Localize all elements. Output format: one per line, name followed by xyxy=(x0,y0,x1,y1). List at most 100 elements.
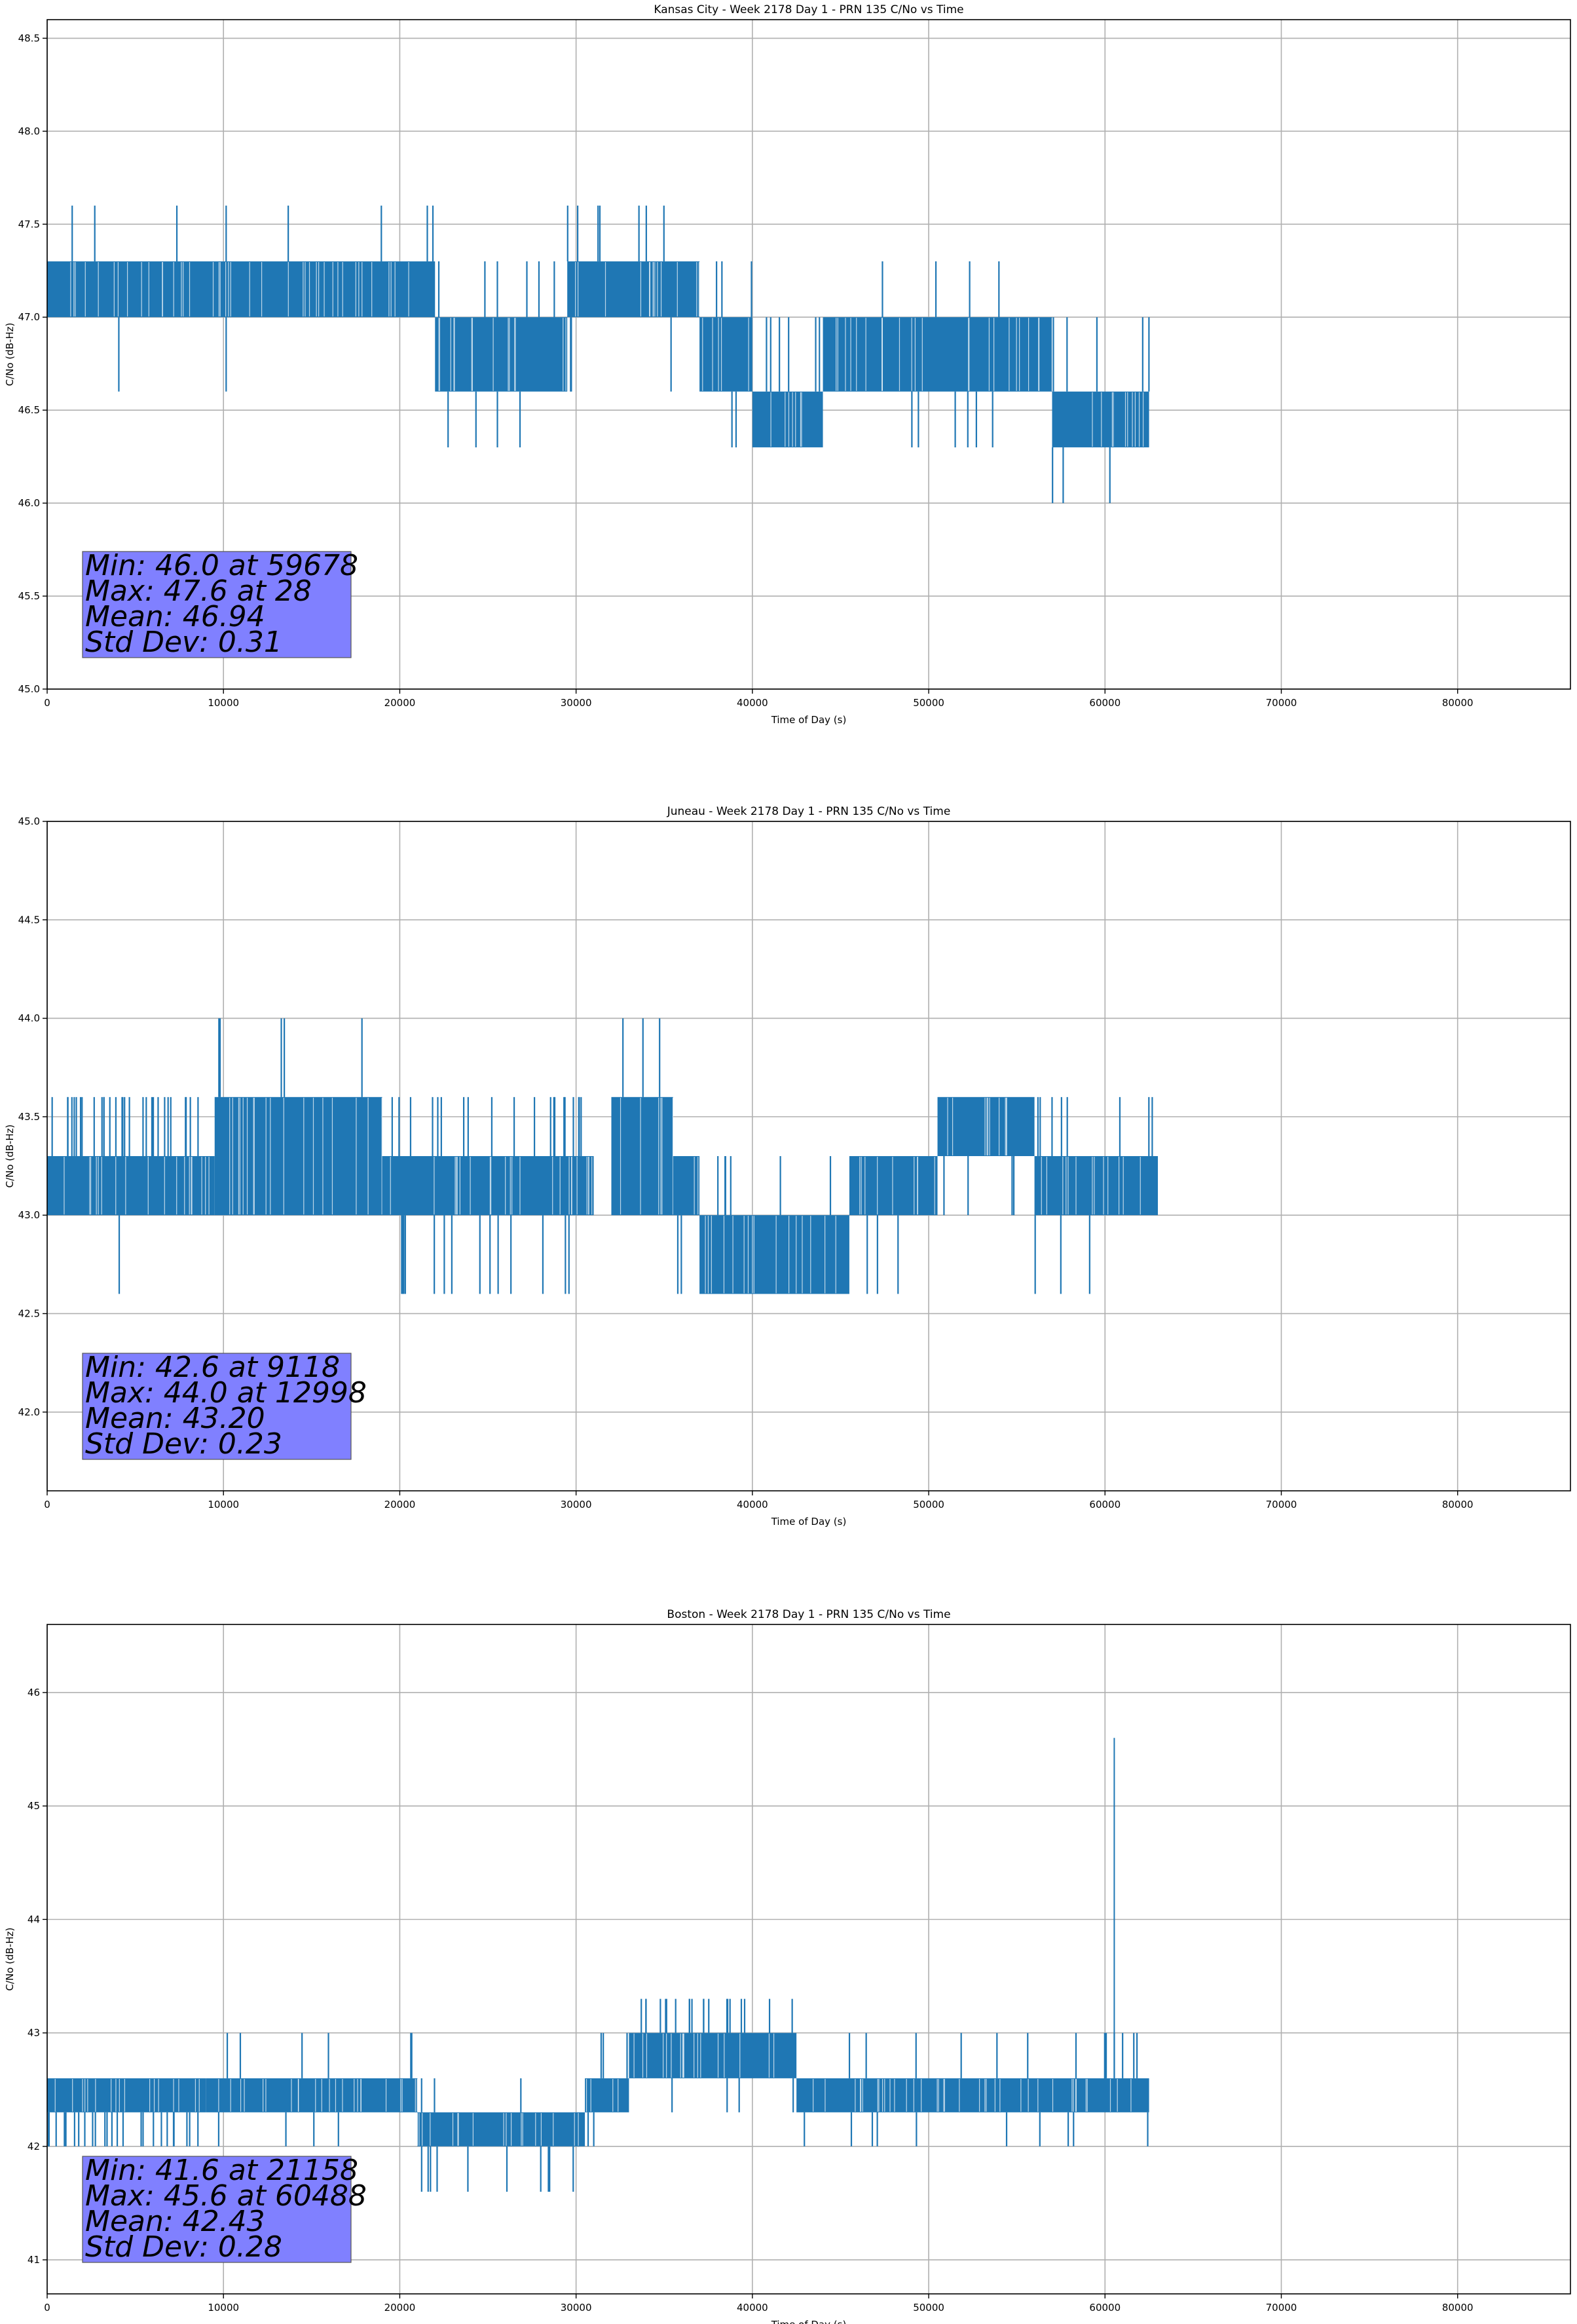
stats-line: Max: 47.6 at 28 xyxy=(85,574,312,608)
x-tick-label: 30000 xyxy=(561,1499,592,1510)
y-axis-label: C/No (dB-Hz) xyxy=(4,1125,16,1188)
x-axis: 0 10000 20000 30000 40000 50000 60000 70000 8000… xyxy=(44,689,1474,709)
x-tick-label: 50000 xyxy=(913,697,944,709)
grid xyxy=(46,1624,1570,2294)
x-tick-label: 0 xyxy=(44,1499,50,1510)
y-axis-label: C/No (dB-Hz) xyxy=(4,1928,16,1991)
stats-line: Min: 46.0 at 59678 xyxy=(85,549,358,582)
data-band xyxy=(849,1156,938,1216)
y-tick-label: 48.5 xyxy=(18,32,40,44)
stats-line: Max: 45.6 at 60488 xyxy=(85,2179,367,2213)
y-tick-label: 43 xyxy=(28,2027,40,2039)
x-tick-label: 10000 xyxy=(208,2302,239,2314)
x-tick-label: 50000 xyxy=(913,2302,944,2314)
stats-line: Mean: 43.20 xyxy=(85,1402,265,1435)
x-tick-label: 40000 xyxy=(737,697,768,709)
y-tick-label: 46 xyxy=(28,1687,40,1698)
y-tick-label: 42.5 xyxy=(18,1307,40,1319)
x-tick-label: 60000 xyxy=(1089,697,1121,709)
axes-frame xyxy=(46,19,1571,690)
x-tick-label: 80000 xyxy=(1442,1499,1474,1510)
data-series xyxy=(47,205,1150,504)
stats-box xyxy=(82,2156,352,2263)
y-tick-label: 42 xyxy=(28,2141,40,2152)
x-tick-label: 40000 xyxy=(737,1499,768,1510)
data-band xyxy=(673,1156,700,1216)
stats-line: Min: 41.6 at 21158 xyxy=(85,2154,358,2187)
data-band xyxy=(752,391,823,447)
data-band xyxy=(47,261,436,318)
y-axis: 41 42 43 44 45 46 xyxy=(28,1687,47,2266)
x-tick-label: 40000 xyxy=(737,2302,768,2314)
data-band xyxy=(1034,1156,1159,1216)
chart-title: Kansas City - Week 2178 Day 1 - PRN 135 … xyxy=(654,3,963,16)
y-tick-label: 44.0 xyxy=(18,1013,40,1024)
data-band xyxy=(206,2078,418,2112)
chart-svg: Boston - Week 2178 Day 1 - PRN 135 C/No … xyxy=(4,1608,1571,2324)
stats-line: Min: 42.6 at 9118 xyxy=(85,1351,340,1384)
data-band xyxy=(611,1096,673,1216)
data-band xyxy=(1113,1738,1115,2078)
data-series xyxy=(47,1018,1159,1294)
x-tick-label: 80000 xyxy=(1442,2302,1474,2314)
x-tick-label: 0 xyxy=(44,697,50,709)
data-band xyxy=(567,261,700,318)
chart-panel-2: Juneau - Week 2178 Day 1 - PRN 135 C/No … xyxy=(0,804,1577,1527)
y-tick-label: 45 xyxy=(28,1800,40,1812)
x-tick-label: 60000 xyxy=(1089,2302,1121,2314)
chart-panel-3: Boston - Week 2178 Day 1 - PRN 135 C/No … xyxy=(0,1607,1577,2324)
x-tick-label: 0 xyxy=(44,2302,50,2314)
stats-line: Std Dev: 0.23 xyxy=(85,1427,282,1461)
data-band xyxy=(699,317,752,392)
y-tick-label: 45.0 xyxy=(18,815,40,827)
data-band xyxy=(823,317,1052,392)
x-tick-label: 70000 xyxy=(1266,1499,1297,1510)
x-axis-label: Time of Day (s) xyxy=(771,714,847,726)
x-tick-label: 80000 xyxy=(1442,697,1474,709)
chart-title: Boston - Week 2178 Day 1 - PRN 135 C/No … xyxy=(667,1608,950,1621)
data-band xyxy=(1052,391,1149,447)
data-band xyxy=(937,1096,1035,1156)
y-axis: 45.0 45.5 46.0 46.5 47.0 47.5 48.0 48.5 xyxy=(18,32,47,695)
y-tick-label: 45.5 xyxy=(18,590,40,602)
axes-frame xyxy=(46,821,1571,1491)
y-axis: 42.0 42.5 43.0 43.5 44.0 44.5 45.0 xyxy=(18,815,47,1418)
x-axis: 0 10000 20000 30000 40000 50000 60000 70000 8000… xyxy=(44,1491,1474,1510)
x-axis-label: Time of Day (s) xyxy=(771,2319,847,2324)
x-tick-label: 10000 xyxy=(208,697,239,709)
x-tick-label: 20000 xyxy=(384,697,416,709)
axes-frame xyxy=(46,1624,1571,2295)
stats-box xyxy=(82,1353,352,1460)
data-series xyxy=(47,1738,1149,2192)
stats-line: Mean: 46.94 xyxy=(85,600,265,633)
data-band xyxy=(417,2112,585,2146)
chart-title: Juneau - Week 2178 Day 1 - PRN 135 C/No … xyxy=(667,805,951,818)
chart-svg: Juneau - Week 2178 Day 1 - PRN 135 C/No … xyxy=(4,805,1571,1527)
y-tick-label: 46.5 xyxy=(18,404,40,416)
data-band xyxy=(47,1156,215,1216)
y-tick-label: 46.0 xyxy=(18,497,40,509)
x-tick-label: 10000 xyxy=(208,1499,239,1510)
x-tick-label: 70000 xyxy=(1266,2302,1297,2314)
y-tick-label: 45.0 xyxy=(18,683,40,695)
stats-box xyxy=(82,551,352,658)
x-tick-label: 50000 xyxy=(913,1499,944,1510)
stats-line: Max: 44.0 at 12998 xyxy=(85,1376,367,1410)
x-tick-label: 60000 xyxy=(1089,1499,1121,1510)
stats-line: Mean: 42.43 xyxy=(85,2205,265,2238)
x-tick-label: 20000 xyxy=(384,1499,416,1510)
y-tick-label: 44 xyxy=(28,1913,40,1925)
y-tick-label: 42.0 xyxy=(18,1406,40,1418)
y-tick-label: 43.5 xyxy=(18,1111,40,1123)
y-tick-label: 47.5 xyxy=(18,218,40,230)
x-axis-label: Time of Day (s) xyxy=(771,1516,847,1527)
x-tick-label: 70000 xyxy=(1266,697,1297,709)
y-axis-label: C/No (dB-Hz) xyxy=(4,323,16,386)
y-tick-label: 43.0 xyxy=(18,1209,40,1221)
data-band xyxy=(629,2033,797,2078)
data-band xyxy=(382,1156,594,1216)
stats-line: Std Dev: 0.28 xyxy=(85,2230,282,2264)
x-tick-label: 30000 xyxy=(561,697,592,709)
y-tick-label: 47.0 xyxy=(18,311,40,323)
data-band xyxy=(585,2078,629,2112)
